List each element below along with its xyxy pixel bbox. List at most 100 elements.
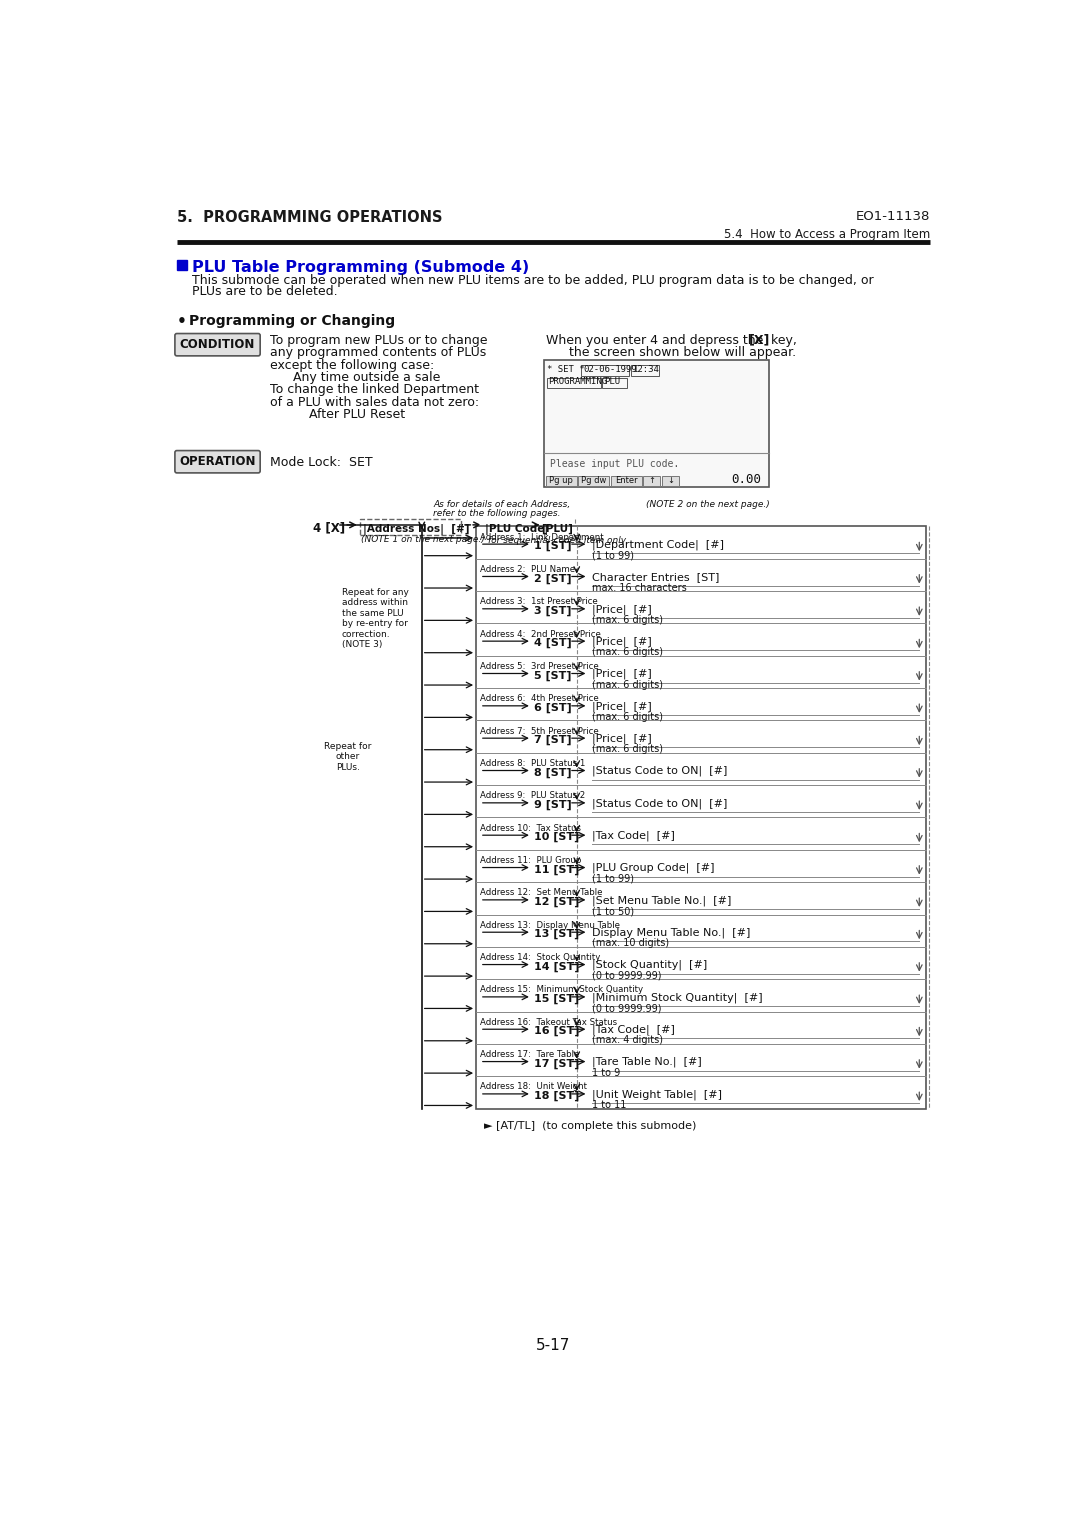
Text: * SET *: * SET *: [548, 364, 585, 374]
Text: max. 16 characters: max. 16 characters: [592, 583, 687, 593]
Text: 11 [ST]: 11 [ST]: [535, 865, 580, 875]
Text: 13 [ST]: 13 [ST]: [535, 929, 579, 939]
Text: (0 to 9999.99): (0 to 9999.99): [592, 1003, 662, 1013]
Text: |Unit Weight Table|  [#]: |Unit Weight Table| [#]: [592, 1089, 723, 1100]
Text: |Price|  [#]: |Price| [#]: [592, 636, 652, 647]
FancyBboxPatch shape: [175, 450, 260, 473]
Text: Address 4:  2nd Preset Price: Address 4: 2nd Preset Price: [480, 630, 600, 639]
Text: ↑: ↑: [648, 476, 656, 485]
Text: (1 to 99): (1 to 99): [592, 551, 634, 560]
Bar: [581, 366, 630, 375]
Text: (max. 10 digits): (max. 10 digits): [592, 938, 670, 949]
Text: |Status Code to ON|  [#]: |Status Code to ON| [#]: [592, 766, 728, 776]
Text: To program new PLUs or to change: To program new PLUs or to change: [270, 334, 487, 346]
Text: Address 9:  PLU Status 2: Address 9: PLU Status 2: [480, 791, 585, 801]
Bar: [603, 378, 627, 387]
Text: 2 [ST]: 2 [ST]: [535, 573, 571, 584]
Text: Address 13:  Display Menu Table: Address 13: Display Menu Table: [480, 921, 620, 930]
Text: refer to the following pages.: refer to the following pages.: [433, 509, 561, 517]
Text: Address 18:  Unit Weight: Address 18: Unit Weight: [480, 1083, 586, 1092]
Bar: [611, 476, 642, 486]
Text: 8 [ST]: 8 [ST]: [535, 767, 571, 778]
Text: Address 16:  Takeout Tax Status: Address 16: Takeout Tax Status: [480, 1017, 617, 1026]
Text: |Tax Code|  [#]: |Tax Code| [#]: [592, 1025, 675, 1035]
Text: |Address Nos|  [#]: |Address Nos| [#]: [363, 525, 470, 535]
FancyBboxPatch shape: [175, 334, 260, 355]
Text: |Set Menu Table No.|  [#]: |Set Menu Table No.| [#]: [592, 895, 731, 906]
Text: Programming or Changing: Programming or Changing: [189, 314, 395, 328]
Text: 1 [ST]: 1 [ST]: [535, 541, 571, 552]
Text: Address 5:  3rd Preset Price: Address 5: 3rd Preset Price: [480, 662, 598, 671]
Text: (max. 6 digits): (max. 6 digits): [592, 712, 663, 721]
Text: the screen shown below will appear.: the screen shown below will appear.: [569, 346, 796, 360]
Text: CONDITION: CONDITION: [180, 339, 255, 351]
Text: Address 10:  Tax Status: Address 10: Tax Status: [480, 824, 581, 833]
Text: (max. 4 digits): (max. 4 digits): [592, 1035, 663, 1046]
Text: |Department Code|  [#]: |Department Code| [#]: [592, 540, 725, 551]
Text: |Status Code to ON|  [#]: |Status Code to ON| [#]: [592, 798, 728, 808]
Bar: [360, 520, 460, 535]
Text: PROGRAMMING: PROGRAMMING: [548, 377, 607, 386]
Text: (max. 6 digits): (max. 6 digits): [592, 615, 663, 625]
Text: Please input PLU code.: Please input PLU code.: [551, 459, 679, 468]
Text: |Price|  [#]: |Price| [#]: [592, 702, 652, 712]
Text: Any time outside a sale: Any time outside a sale: [293, 371, 441, 384]
Bar: [578, 476, 609, 486]
Bar: [644, 476, 661, 486]
Text: any programmed contents of PLUs: any programmed contents of PLUs: [270, 346, 486, 360]
Text: Address 8:  PLU Status 1: Address 8: PLU Status 1: [480, 759, 585, 769]
Text: 10 [ST]: 10 [ST]: [535, 833, 579, 842]
Text: |Tare Table No.|  [#]: |Tare Table No.| [#]: [592, 1057, 702, 1067]
Text: Address 15:  Minimum Stock Quantity: Address 15: Minimum Stock Quantity: [480, 985, 643, 994]
Text: Repeat for any
address within
the same PLU
by re-entry for
correction.
(NOTE 3): Repeat for any address within the same P…: [341, 589, 408, 650]
Text: PLU Table Programming (Submode 4): PLU Table Programming (Submode 4): [192, 259, 529, 274]
Text: Address 17:  Tare Table: Address 17: Tare Table: [480, 1051, 579, 1058]
Text: [X]: [X]: [748, 334, 770, 346]
Text: 02-06-1999: 02-06-1999: [583, 364, 637, 374]
Text: EO1-11138: EO1-11138: [855, 210, 930, 223]
Bar: [177, 259, 187, 270]
Text: Address 11:  PLU Group: Address 11: PLU Group: [480, 856, 581, 865]
Text: 9 [ST]: 9 [ST]: [535, 799, 572, 810]
Text: 3 [ST]: 3 [ST]: [535, 605, 571, 616]
Text: 5 [ST]: 5 [ST]: [535, 671, 571, 680]
Text: To change the linked Department: To change the linked Department: [270, 383, 478, 396]
Text: 12:34: 12:34: [633, 364, 660, 374]
Text: As for details of each Address,: As for details of each Address,: [433, 500, 570, 509]
Text: 7 [ST]: 7 [ST]: [535, 735, 571, 746]
Text: PLU: PLU: [604, 377, 620, 386]
Text: Pg dw: Pg dw: [581, 476, 607, 485]
Bar: [544, 360, 769, 486]
Text: (max. 6 digits): (max. 6 digits): [592, 647, 663, 657]
Text: of a PLU with sales data not zero:: of a PLU with sales data not zero:: [270, 395, 478, 409]
Text: 6 [ST]: 6 [ST]: [535, 703, 572, 714]
Text: When you enter 4 and depress the: When you enter 4 and depress the: [545, 334, 767, 346]
Text: 5-17: 5-17: [537, 1337, 570, 1353]
Text: Address 14:  Stock Quantity: Address 14: Stock Quantity: [480, 953, 600, 962]
Text: 14 [ST]: 14 [ST]: [535, 961, 580, 971]
Text: |Price|  [#]: |Price| [#]: [592, 734, 652, 744]
Text: except the following case:: except the following case:: [270, 358, 434, 372]
Text: Address 1:  Link Department: Address 1: Link Department: [480, 532, 604, 541]
Text: After PLU Reset: After PLU Reset: [309, 407, 405, 421]
Text: This submode can be operated when new PLU items are to be added, PLU program dat: This submode can be operated when new PL…: [192, 274, 874, 287]
Bar: [662, 476, 679, 486]
Text: Repeat for
other
PLUs.: Repeat for other PLUs.: [324, 743, 372, 772]
Text: Address 3:  1st Preset Price: Address 3: 1st Preset Price: [480, 598, 597, 607]
Text: 18 [ST]: 18 [ST]: [535, 1090, 580, 1101]
Text: |PLU Code|: |PLU Code|: [485, 525, 549, 535]
Text: for sequential-coded item only: for sequential-coded item only: [488, 535, 625, 544]
Text: |Stock Quantity|  [#]: |Stock Quantity| [#]: [592, 959, 707, 970]
Text: 16 [ST]: 16 [ST]: [535, 1026, 580, 1037]
Text: 5.  PROGRAMMING OPERATIONS: 5. PROGRAMMING OPERATIONS: [177, 210, 443, 226]
Text: (1 to 50): (1 to 50): [592, 906, 634, 917]
Text: 1 to 11: 1 to 11: [592, 1100, 626, 1110]
Text: PLUs are to be deleted.: PLUs are to be deleted.: [192, 285, 338, 299]
Text: Display Menu Table No.|  [#]: Display Menu Table No.| [#]: [592, 927, 751, 938]
Text: Address 12:  Set Menu Table: Address 12: Set Menu Table: [480, 889, 603, 897]
Text: |Price|  [#]: |Price| [#]: [592, 669, 652, 679]
Text: (1 to 99): (1 to 99): [592, 874, 634, 883]
Text: ► [AT/TL]  (to complete this submode): ► [AT/TL] (to complete this submode): [484, 1121, 697, 1132]
Text: 4 [ST]: 4 [ST]: [535, 637, 572, 648]
Text: |PLU Group Code|  [#]: |PLU Group Code| [#]: [592, 863, 715, 874]
